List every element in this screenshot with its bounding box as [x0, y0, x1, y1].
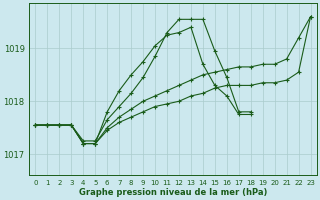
X-axis label: Graphe pression niveau de la mer (hPa): Graphe pression niveau de la mer (hPa)	[79, 188, 267, 197]
